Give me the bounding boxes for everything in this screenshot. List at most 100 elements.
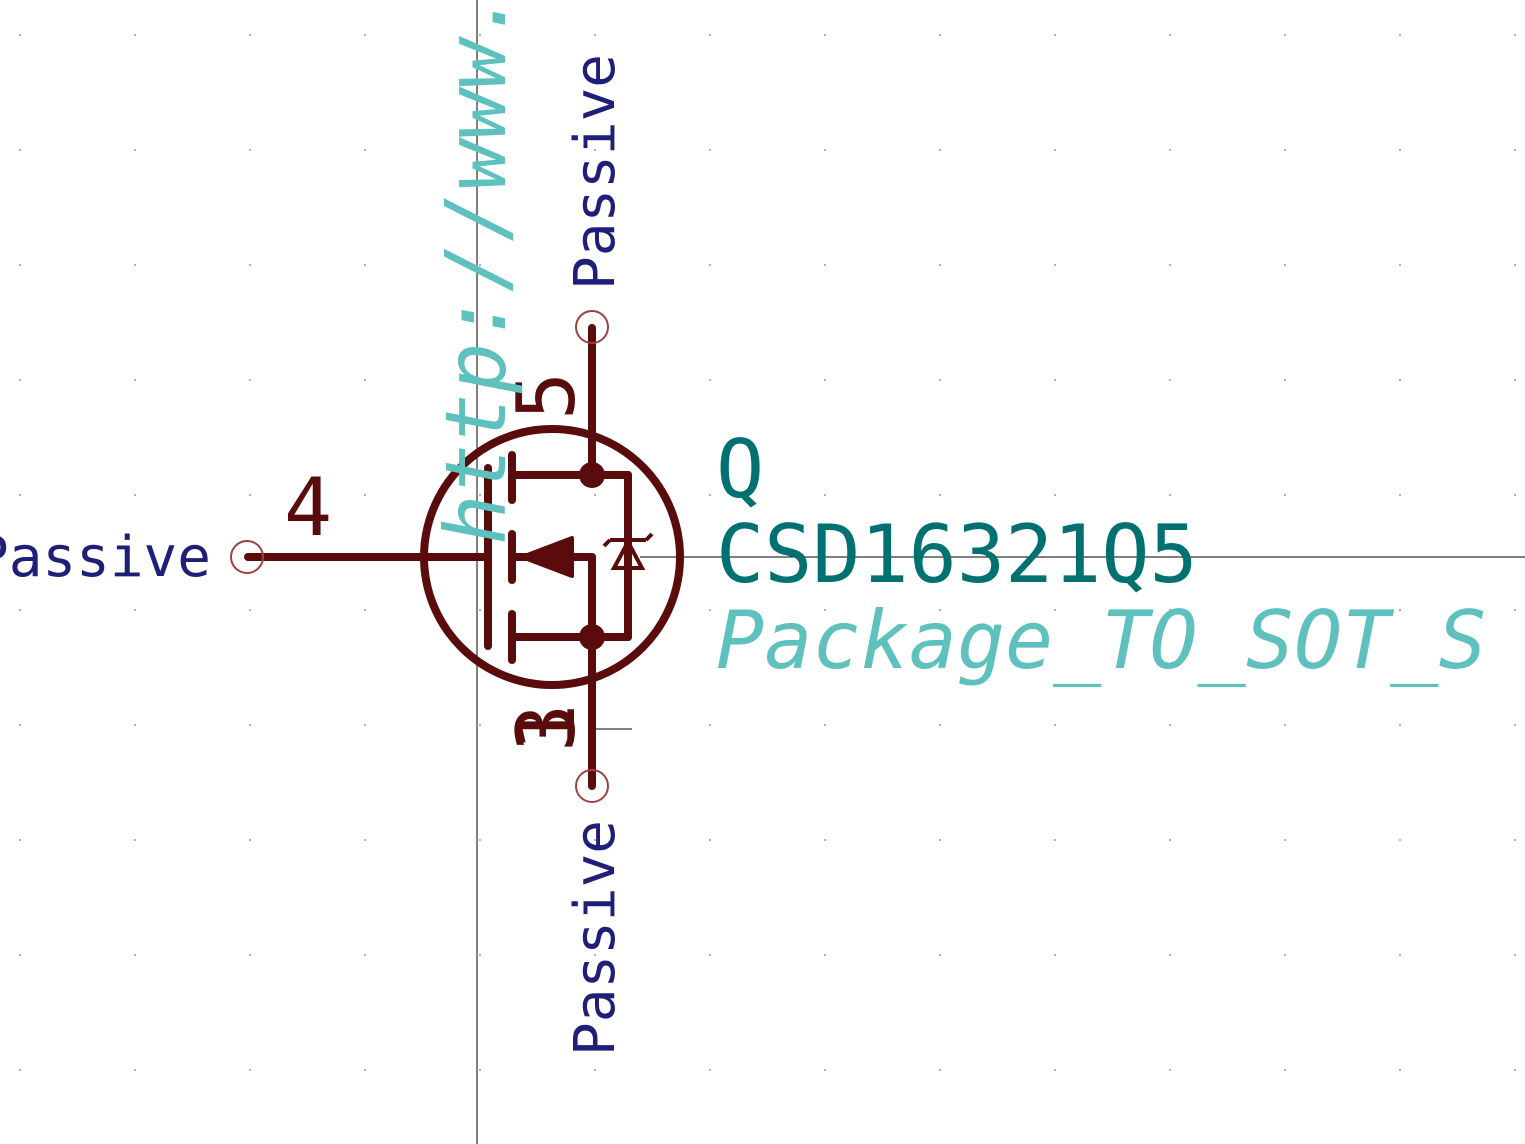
grid-dot xyxy=(134,1069,136,1071)
grid-dot xyxy=(364,149,366,151)
grid-dot xyxy=(19,1069,21,1071)
grid-dot xyxy=(1284,954,1286,956)
grid-dot xyxy=(134,839,136,841)
grid-dot xyxy=(1284,264,1286,266)
grid-dot xyxy=(364,839,366,841)
grid-dot xyxy=(134,724,136,726)
grid-dot xyxy=(249,379,251,381)
grid-dot xyxy=(594,149,596,151)
grid-dot xyxy=(1169,264,1171,266)
grid-dot xyxy=(1169,1069,1171,1071)
grid-dot xyxy=(249,34,251,36)
grid-dot xyxy=(1399,379,1401,381)
grid-dot xyxy=(249,1069,251,1071)
grid-dot xyxy=(19,954,21,956)
grid-dot xyxy=(939,34,941,36)
grid-dot xyxy=(479,839,481,841)
source-pin-number: 1 xyxy=(500,704,593,752)
grid-dot xyxy=(1514,724,1516,726)
drain-pin-number: 5 xyxy=(500,372,593,420)
grid-dot xyxy=(709,379,711,381)
grid-dot xyxy=(19,724,21,726)
grid-dot xyxy=(364,379,366,381)
grid-dot xyxy=(1399,264,1401,266)
grid-dot xyxy=(479,609,481,611)
grid-dot xyxy=(709,954,711,956)
grid-dot xyxy=(1399,609,1401,611)
gate-pin-number: 4 xyxy=(284,461,332,554)
grid-dot xyxy=(134,954,136,956)
grid-dot xyxy=(1399,494,1401,496)
grid-dot xyxy=(709,724,711,726)
grid-dot xyxy=(19,264,21,266)
grid-dot xyxy=(479,954,481,956)
grid-dot xyxy=(479,1069,481,1071)
grid-dot xyxy=(1514,1069,1516,1071)
drain-junction-dot xyxy=(579,462,605,488)
grid-dot xyxy=(249,609,251,611)
grid-dot xyxy=(1514,609,1516,611)
drain-pin-endpoint[interactable] xyxy=(575,310,609,344)
grid-dot xyxy=(824,1069,826,1071)
reference-designator[interactable]: Q xyxy=(716,423,764,516)
grid-dot xyxy=(1284,34,1286,36)
grid-dot xyxy=(134,264,136,266)
grid-dot xyxy=(1169,839,1171,841)
footprint-field[interactable]: Package_TO_SOT_S xyxy=(716,594,1487,687)
grid-dot xyxy=(249,149,251,151)
grid-dot xyxy=(1284,379,1286,381)
grid-dot xyxy=(1054,379,1056,381)
grid-dot xyxy=(709,264,711,266)
grid-dot xyxy=(1169,724,1171,726)
grid-dot xyxy=(709,609,711,611)
grid-dot xyxy=(1514,149,1516,151)
datasheet-field[interactable]: http://www.t xyxy=(427,0,525,545)
grid-dot xyxy=(364,264,366,266)
grid-dot xyxy=(824,724,826,726)
grid-dot xyxy=(939,494,941,496)
grid-dot xyxy=(824,609,826,611)
grid-dots xyxy=(19,34,1516,1071)
grid-dot xyxy=(939,839,941,841)
grid-dot xyxy=(1514,839,1516,841)
source-pin-endpoint[interactable] xyxy=(575,769,609,803)
grid-dot xyxy=(364,1069,366,1071)
grid-dot xyxy=(19,34,21,36)
grid-dot xyxy=(134,609,136,611)
grid-dot xyxy=(364,34,366,36)
grid-dot xyxy=(594,264,596,266)
grid-dot xyxy=(824,379,826,381)
grid-dot xyxy=(134,379,136,381)
gate-pin-type: Passive xyxy=(0,525,211,590)
grid-dot xyxy=(824,839,826,841)
origin-axes xyxy=(476,0,1525,1144)
grid-dot xyxy=(824,264,826,266)
grid-dot xyxy=(594,494,596,496)
diode-icon xyxy=(602,532,654,570)
grid-dot xyxy=(939,149,941,151)
grid-dot xyxy=(134,494,136,496)
part-value[interactable]: CSD16321Q5 xyxy=(716,508,1198,601)
mosfet-symbol-body[interactable] xyxy=(244,324,684,790)
grid-dot xyxy=(249,839,251,841)
grid-dot xyxy=(1169,954,1171,956)
grid-dot xyxy=(594,34,596,36)
grid-dot xyxy=(1399,149,1401,151)
grid-dot xyxy=(134,149,136,151)
grid-dot xyxy=(1169,494,1171,496)
grid-dot xyxy=(1169,609,1171,611)
source-pin-number-overlap: 3 xyxy=(500,704,593,752)
gate-pin-endpoint[interactable] xyxy=(230,540,264,574)
source-pin-type: Passive xyxy=(563,820,628,1056)
grid-dot xyxy=(479,494,481,496)
grid-dot xyxy=(1054,839,1056,841)
grid-dot xyxy=(1169,34,1171,36)
grid-dot xyxy=(19,839,21,841)
grid-dot xyxy=(1514,34,1516,36)
grid-dot xyxy=(709,494,711,496)
grid-dot xyxy=(1284,609,1286,611)
grid-dot xyxy=(479,149,481,151)
grid-dot xyxy=(824,34,826,36)
source-junction-dot xyxy=(579,624,605,650)
